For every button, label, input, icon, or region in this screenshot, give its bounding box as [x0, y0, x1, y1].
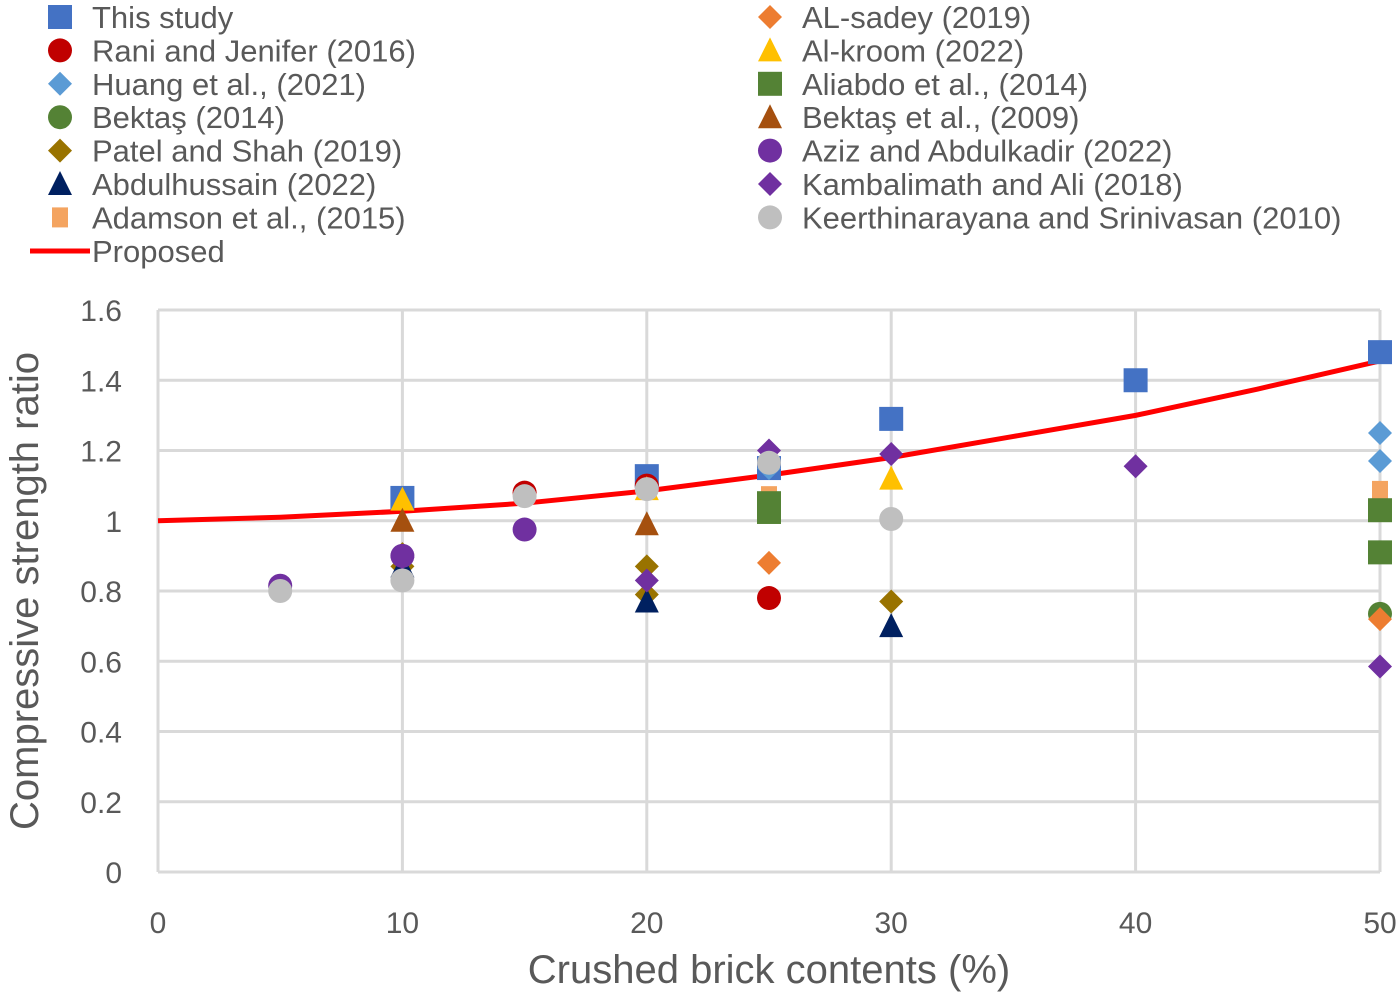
x-axis-title: Crushed brick contents (%)	[528, 948, 1010, 992]
data-point	[1368, 540, 1392, 565]
x-tick-label: 10	[386, 907, 419, 940]
legend-marker	[48, 5, 72, 29]
data-point	[512, 517, 537, 542]
x-tick-label: 20	[630, 907, 663, 940]
data-point	[879, 406, 904, 431]
y-tick-label: 1.6	[80, 295, 122, 328]
legend-label: Abdulhussain (2022)	[92, 167, 376, 202]
legend-label: Rani and Jenifer (2016)	[92, 33, 416, 68]
x-tick-label: 40	[1119, 907, 1152, 940]
data-point	[634, 568, 659, 593]
legend-label: Bektaş et al., (2009)	[802, 100, 1079, 135]
data-point	[1372, 480, 1388, 501]
legend-marker	[758, 104, 782, 129]
y-tick-label: 0.8	[80, 576, 122, 609]
legend-label: Patel and Shah (2019)	[92, 134, 402, 169]
data-point	[634, 588, 659, 613]
data-point	[757, 586, 781, 611]
data-point	[1123, 454, 1148, 479]
legend-label: Bektaş (2014)	[92, 100, 285, 135]
data-point	[390, 568, 415, 593]
legend-label: Proposed	[92, 234, 225, 269]
data-point	[1368, 420, 1392, 445]
y-tick-label: 0.4	[80, 717, 122, 750]
y-tick-label: 1.2	[80, 436, 122, 469]
legend-label: AL-sadey (2019)	[802, 0, 1031, 35]
legend-label: Huang et al., (2021)	[92, 67, 366, 102]
data-point	[390, 486, 415, 511]
data-points	[268, 340, 1392, 679]
legend-marker	[52, 207, 68, 228]
legend-marker	[758, 71, 782, 96]
data-point	[879, 465, 904, 490]
legend-marker	[758, 37, 782, 62]
data-point	[268, 579, 293, 603]
data-point	[879, 506, 904, 531]
data-point	[879, 442, 904, 467]
data-point	[1368, 449, 1392, 474]
legend-marker	[48, 138, 72, 163]
data-point	[634, 477, 659, 502]
legend-marker	[48, 71, 72, 96]
data-point	[390, 507, 415, 532]
data-point	[1368, 498, 1392, 523]
legend-marker	[758, 138, 782, 163]
legend-marker	[758, 172, 782, 196]
data-point	[757, 550, 781, 575]
legend-marker	[48, 171, 72, 195]
legend-label: Keerthinarayana and Srinivasan (2010)	[802, 200, 1341, 235]
y-tick-label: 1.4	[80, 365, 122, 398]
legend-label: Aliabdo et al., (2014)	[802, 67, 1088, 102]
legend-marker	[758, 205, 782, 230]
x-tick-label: 50	[1363, 907, 1396, 940]
data-point	[879, 613, 904, 638]
legend-label: This study	[92, 0, 234, 35]
data-point	[757, 499, 781, 524]
y-tick-label: 0.6	[80, 646, 122, 679]
data-point	[390, 545, 415, 570]
y-tick-label: 0	[105, 857, 122, 890]
data-point	[879, 589, 904, 614]
data-point	[512, 484, 537, 509]
data-point	[634, 554, 659, 579]
legend-label: Aziz and Abdulkadir (2022)	[802, 134, 1173, 169]
legend-label: Adamson et al., (2015)	[92, 200, 406, 235]
data-point	[634, 511, 659, 536]
tick-labels: 0 10 20 30 40 50 0 0.2 0.4 0.6 0.8 1 1.2 1.4 1.6	[80, 295, 1396, 940]
data-point	[757, 450, 781, 475]
legend-marker	[48, 38, 72, 63]
data-point	[1368, 654, 1392, 679]
data-point	[1368, 607, 1392, 632]
y-axis-title: Compressive strength ratio	[3, 352, 47, 830]
data-point	[1368, 340, 1392, 365]
legend-marker	[48, 105, 72, 130]
y-tick-label: 1	[105, 506, 122, 539]
legend-marker	[758, 5, 782, 29]
x-tick-label: 30	[875, 907, 908, 940]
legend-label: Al-kroom (2022)	[802, 33, 1024, 68]
legend-label: Kambalimath and Ali (2018)	[802, 167, 1183, 202]
x-tick-label: 0	[150, 907, 167, 940]
y-tick-label: 0.2	[80, 787, 122, 820]
data-point	[1123, 368, 1148, 393]
